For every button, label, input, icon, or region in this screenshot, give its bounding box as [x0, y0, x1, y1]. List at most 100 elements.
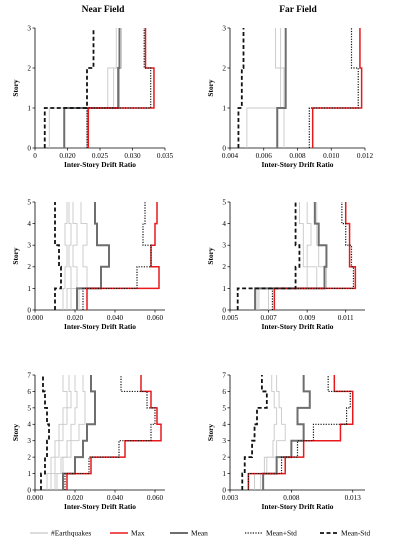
- x-tick-label: 0.030: [124, 152, 141, 160]
- x-tick-label: 0.025: [92, 152, 109, 160]
- series-line-earthquakes: [268, 202, 327, 310]
- x-tick-label: 0.020: [59, 152, 76, 160]
- y-tick-label: 0: [27, 144, 31, 152]
- legend-item-earthquakes: #Earthquakes: [30, 529, 91, 538]
- legend-item-meanstd: Mean-Std: [320, 529, 370, 538]
- y-tick-label: 5: [222, 404, 226, 412]
- x-axis-label: Inter-Story Drift Ratio: [262, 502, 334, 511]
- y-tick-label: 4: [222, 421, 226, 429]
- legend-label: #Earthquakes: [51, 529, 91, 538]
- series-group: [54, 202, 160, 310]
- x-axis-label: Inter-Story Drift Ratio: [64, 502, 136, 511]
- series-line-mean: [262, 375, 311, 490]
- series-line-meanstd: [271, 202, 355, 310]
- series-line-meanstd: [82, 202, 152, 310]
- x-tick-label: 0.060: [147, 494, 164, 502]
- y-tick-label: 0: [222, 306, 226, 314]
- y-tick-label: 3: [27, 437, 31, 445]
- x-tick-label: 0.000: [27, 314, 44, 322]
- column-title-near-field: Near Field: [82, 5, 126, 15]
- x-tick-label: 0.000: [27, 494, 44, 502]
- legend-item-mean: Mean: [170, 529, 208, 538]
- legend-item-meanstd: Mean+Std: [245, 529, 297, 538]
- y-axis-label: Story: [206, 247, 215, 265]
- legend-label: Mean-Std: [341, 529, 370, 538]
- x-tick-label: 0.020: [67, 314, 84, 322]
- series-line-meanstd: [54, 202, 62, 310]
- series-group: [236, 202, 357, 310]
- series-line-earthquakes: [70, 202, 78, 310]
- x-tick-label: 0: [33, 152, 37, 160]
- y-tick-label: 3: [27, 24, 31, 32]
- series-line-earthquakes: [260, 375, 286, 490]
- y-tick-label: 0: [222, 486, 226, 494]
- y-tick-label: 1: [27, 470, 31, 478]
- x-tick-label: 0.004: [222, 152, 239, 160]
- chart-near-3: 0 1 2 3 0 0.020 0.025 0.030 0.035 Inter-Story Dri…: [11, 24, 173, 169]
- series-line-earthquakes: [50, 375, 72, 490]
- chart-far-7: 0 1 2 3 4 5 6 7 0.003 0.008 0.013 Inter-Story Drift…: [206, 371, 365, 511]
- y-tick-label: 5: [27, 404, 31, 412]
- y-tick-label: 7: [222, 371, 226, 379]
- series-line-max: [87, 28, 155, 148]
- series-line-meanstd: [86, 28, 152, 148]
- x-tick-label: 0.011: [338, 314, 354, 322]
- series-line-max: [311, 28, 363, 148]
- legend: #Earthquakes Max Mean Mean+Std Mean-Std: [30, 529, 370, 538]
- x-tick-label: 0.060: [147, 314, 164, 322]
- y-tick-label: 4: [27, 421, 31, 429]
- y-tick-label: 3: [222, 437, 226, 445]
- chart-far-5: 0 1 2 3 4 5 0.005 0.007 0.009 0.011 Inter-Story Dr…: [206, 198, 365, 331]
- series-line-meanstd: [241, 375, 268, 490]
- y-tick-label: 4: [27, 220, 31, 228]
- y-tick-label: 3: [222, 24, 226, 32]
- y-tick-label: 6: [27, 388, 31, 396]
- y-tick-label: 5: [27, 198, 31, 206]
- chart-near-5: 0 1 2 3 4 5 0.000 0.020 0.040 0.060 Inter-Story Dr…: [11, 198, 165, 331]
- y-axis-label: Story: [11, 247, 20, 265]
- x-tick-label: 0.040: [107, 314, 124, 322]
- y-tick-label: 2: [27, 454, 31, 462]
- x-tick-label: 0.040: [107, 494, 124, 502]
- x-tick-label: 0.010: [323, 152, 340, 160]
- x-tick-label: 0.020: [67, 494, 84, 502]
- x-tick-label: 0.009: [299, 314, 316, 322]
- x-tick-label: 0.005: [222, 314, 239, 322]
- series-line-earthquakes: [86, 28, 120, 148]
- series-group: [241, 375, 354, 490]
- series-group: [237, 28, 363, 148]
- x-tick-label: 0.013: [345, 494, 362, 502]
- series-line-earthquakes: [256, 202, 308, 310]
- y-tick-label: 3: [27, 242, 31, 250]
- series-line-meanstd: [236, 202, 301, 310]
- x-tick-label: 0.006: [256, 152, 273, 160]
- series-line-earthquakes: [62, 202, 68, 310]
- panels: 0 1 2 3 0 0.020 0.025 0.030 0.035 Inter-Story Dri…: [11, 24, 373, 511]
- x-tick-label: 0.008: [289, 152, 306, 160]
- y-tick-label: 1: [222, 470, 226, 478]
- series-line-earthquakes: [254, 375, 278, 490]
- series-line-earthquakes: [48, 28, 120, 148]
- y-tick-label: 6: [222, 388, 226, 396]
- x-tick-label: 0.007: [260, 314, 277, 322]
- y-tick-label: 2: [27, 64, 31, 72]
- legend-item-max: Max: [110, 529, 145, 538]
- chart-near-7: 0 1 2 3 4 5 6 7 0.000 0.020 0.040 0.060 Inter-Story …: [11, 371, 165, 511]
- series-line-meanstd: [237, 28, 245, 148]
- x-axis-label: Inter-Story Drift Ratio: [64, 160, 136, 169]
- series-line-mean: [76, 202, 110, 310]
- series-line-meanstd: [43, 28, 95, 148]
- y-axis-label: Story: [206, 79, 215, 97]
- y-tick-label: 1: [222, 285, 226, 293]
- y-axis-label: Story: [11, 424, 20, 442]
- series-line-earthquakes: [258, 202, 318, 310]
- series-group: [40, 375, 162, 490]
- x-axis-label: Inter-Story Drift Ratio: [262, 322, 334, 331]
- legend-label: Mean: [191, 529, 208, 538]
- y-tick-label: 0: [27, 306, 31, 314]
- y-tick-label: 2: [27, 263, 31, 271]
- series-line-max: [66, 375, 162, 490]
- series-line-meanstd: [64, 375, 156, 490]
- y-tick-label: 7: [27, 371, 31, 379]
- y-axis-label: Story: [206, 424, 215, 442]
